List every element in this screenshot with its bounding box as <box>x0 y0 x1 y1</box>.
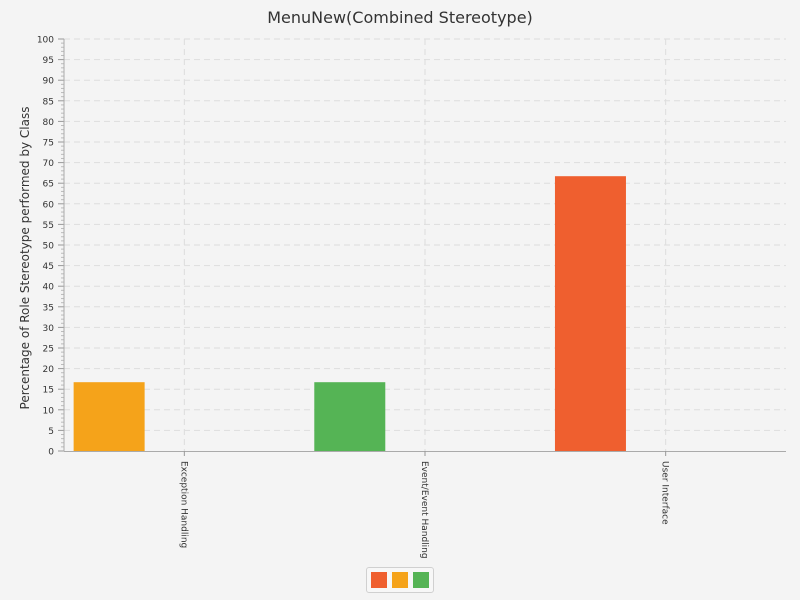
y-tick-label: 25 <box>43 345 54 355</box>
x-tick-labels: Exception Handling Event/Event Handling Us… <box>178 461 669 559</box>
chart-title: MenuNew(Combined Stereotype) <box>267 8 533 27</box>
y-tick-label: 70 <box>43 159 55 169</box>
y-tick-label: 5 <box>48 427 54 437</box>
y-tick-label: 80 <box>43 118 55 128</box>
y-tick-label: 40 <box>43 283 55 293</box>
bar <box>554 176 626 452</box>
y-tick-label: 35 <box>43 303 54 313</box>
x-tick-label: Event/Event Handling <box>419 461 429 559</box>
legend-swatch <box>413 572 429 588</box>
x-tick-label: Exception Handling <box>178 461 188 548</box>
y-tick-label: 100 <box>37 36 54 46</box>
axes <box>58 38 786 456</box>
y-tick-label: 20 <box>43 365 55 375</box>
y-tick-label: 55 <box>43 221 54 231</box>
y-tick-label: 85 <box>43 97 54 107</box>
legend-swatch <box>371 572 387 588</box>
grid-lines <box>64 38 786 451</box>
y-tick-label: 60 <box>43 200 55 210</box>
y-tick-label: 50 <box>43 242 55 252</box>
y-tick-label: 30 <box>43 324 55 334</box>
bar <box>73 382 145 451</box>
y-tick-label: 75 <box>43 139 54 149</box>
y-tick-label: 90 <box>43 77 55 87</box>
y-tick-label: 95 <box>43 56 54 66</box>
y-tick-label: 65 <box>43 180 54 190</box>
x-tick-label: User Interface <box>660 461 670 525</box>
y-tick-label: 10 <box>43 406 55 416</box>
y-tick-labels: 0 5 10 15 20 25 30 35 40 45 50 55 60 65 70 75 80 85 90 95 10… <box>37 36 54 458</box>
legend-swatch <box>392 572 408 588</box>
y-tick-label: 15 <box>43 386 54 396</box>
y-tick-label: 0 <box>48 448 54 458</box>
bars <box>73 176 626 452</box>
bar <box>314 382 386 451</box>
y-tick-label: 45 <box>43 262 54 272</box>
legend <box>366 567 434 593</box>
